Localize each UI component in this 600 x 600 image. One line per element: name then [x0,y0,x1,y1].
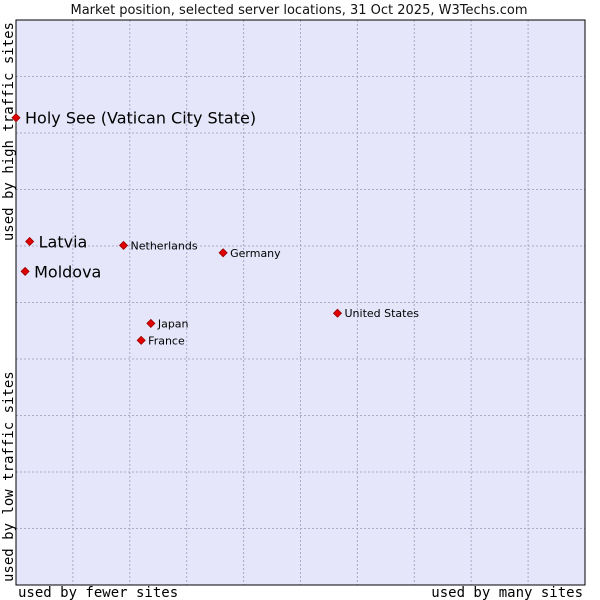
point-label-france: France [148,334,185,347]
point-marker-moldova [20,266,30,276]
point-marker-netherlands [118,240,129,251]
point-marker-france [136,335,146,345]
point-label-latvia: Latvia [39,232,88,251]
point-marker-holy-see-vatican-city-state [11,113,21,123]
point-marker-germany [218,248,228,258]
grid-lines [16,20,585,585]
x-axis-label-right: used by many sites [431,585,583,600]
point-label-holy-see-vatican-city-state: Holy See (Vatican City State) [25,109,256,128]
point-marker-japan [146,318,156,328]
plot-frame [15,19,586,586]
point-label-germany: Germany [230,247,281,260]
point-label-moldova: Moldova [34,262,101,281]
data-points: Holy See (Vatican City State) Latvia Moldo… [11,109,419,347]
chart-title: Market position, selected server locatio… [70,3,527,18]
x-axis-label-left: used by fewer sites [18,585,178,600]
point-marker-united-states [332,308,343,318]
point-marker-latvia [25,236,35,247]
y-axis-label-top: used by high traffic sites [1,22,17,241]
point-label-netherlands: Netherlands [131,239,198,252]
point-label-japan: Japan [157,317,189,330]
point-label-united-states: United States [344,307,419,320]
y-axis-label-bottom: used by low traffic sites [1,371,17,582]
